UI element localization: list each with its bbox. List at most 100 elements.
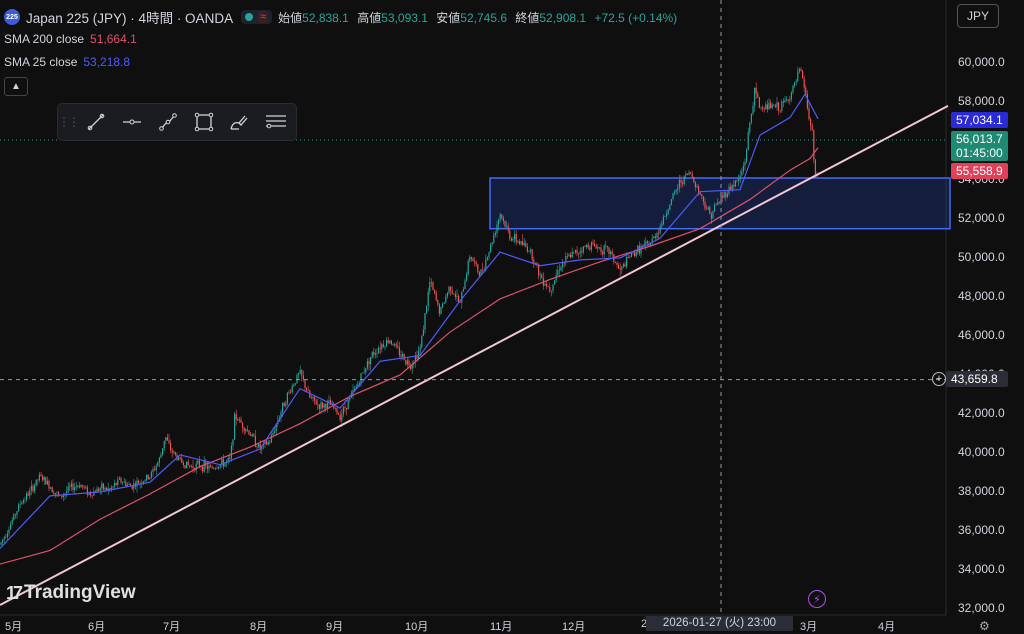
candle — [246, 425, 248, 433]
candle — [786, 95, 788, 102]
candle — [163, 440, 165, 452]
candle — [336, 407, 338, 415]
candle — [114, 479, 116, 490]
indicator-sma25[interactable]: SMA 25 close 53,218.8 — [4, 55, 130, 69]
candle — [566, 252, 568, 260]
currency-selector[interactable]: JPY — [957, 4, 999, 28]
candle — [762, 105, 764, 112]
path-tool-button[interactable] — [150, 107, 186, 137]
candle — [787, 99, 789, 104]
candle — [253, 433, 255, 437]
sma200-price-tag: 55,558.9 — [951, 163, 1008, 179]
candle — [549, 282, 551, 294]
candle — [555, 269, 557, 283]
crosshair-time-tag: 2026-01-27 (火) 23:00 — [646, 616, 793, 631]
candle — [86, 485, 88, 498]
candle — [8, 526, 10, 537]
candle — [462, 286, 464, 292]
lightning-icon[interactable]: ⚡ — [808, 590, 826, 608]
candle — [594, 239, 596, 247]
market-open-icon — [245, 13, 254, 21]
horizontal-ray-tool-button[interactable] — [114, 107, 150, 137]
candle — [411, 360, 413, 374]
candle — [446, 291, 448, 299]
sma25-price-tag: 57,034.1 — [951, 112, 1008, 128]
candle — [757, 91, 759, 98]
price-axis-label: 46,000.0 — [958, 328, 1005, 342]
candle — [470, 256, 472, 262]
candle — [531, 248, 533, 263]
candle — [590, 241, 592, 253]
candle — [138, 479, 140, 484]
candle — [712, 210, 714, 219]
candle — [438, 302, 440, 317]
candle — [77, 484, 79, 489]
candle — [168, 433, 170, 445]
candle — [550, 290, 552, 297]
symbol-title[interactable]: Japan 225 (JPY) · 4時間 · OANDA — [26, 11, 234, 26]
time-axis-label: 8月 — [250, 621, 268, 633]
candle — [346, 407, 348, 416]
candle — [245, 428, 247, 434]
candle — [533, 256, 535, 269]
candle — [726, 190, 728, 199]
candle — [682, 180, 684, 188]
candle — [80, 483, 82, 488]
candle — [629, 255, 631, 259]
candle — [288, 389, 290, 395]
candle — [414, 351, 416, 368]
candle — [645, 237, 647, 251]
low-value: 52,745.6 — [460, 10, 508, 25]
candle — [512, 236, 514, 242]
candle — [715, 203, 717, 206]
trend-line[interactable] — [0, 104, 949, 606]
candle — [709, 205, 711, 215]
candle — [734, 180, 736, 188]
support-zone-rectangle[interactable] — [489, 177, 951, 230]
candle — [342, 405, 344, 418]
candle — [760, 106, 762, 111]
candle — [542, 272, 544, 290]
collapse-indicators-button[interactable]: ▲ — [4, 77, 28, 96]
candle — [122, 481, 124, 486]
candle — [155, 463, 157, 475]
candle — [544, 282, 546, 287]
candle — [83, 485, 85, 490]
candle — [43, 475, 45, 485]
add-alert-plus-icon[interactable]: + — [932, 372, 946, 386]
candle — [291, 383, 293, 395]
candle — [26, 491, 28, 502]
candle — [477, 263, 479, 274]
candle — [539, 271, 541, 281]
candle — [74, 482, 76, 495]
gear-icon[interactable]: ⚙ — [979, 619, 990, 633]
candle — [674, 189, 676, 196]
price-axis-label: 32,000.0 — [958, 601, 1005, 615]
rectangle-tool-button[interactable] — [186, 107, 222, 137]
candle — [347, 399, 349, 410]
candle — [773, 104, 775, 106]
candle — [619, 263, 621, 277]
candle — [0, 541, 2, 546]
candle — [514, 230, 516, 244]
drag-handle-icon[interactable]: ⋮⋮ — [58, 115, 80, 129]
candle — [29, 487, 31, 500]
long-position-icon — [266, 115, 286, 129]
trend-line-tool-button[interactable] — [78, 107, 114, 137]
market-status[interactable]: ≈ — [241, 10, 273, 24]
brush-tool-button[interactable] — [222, 107, 258, 137]
indicator-sma200[interactable]: SMA 200 close 51,664.1 — [4, 32, 137, 46]
candle — [624, 261, 626, 268]
candle — [472, 257, 474, 262]
candle — [110, 484, 112, 492]
long-position-tool-button[interactable] — [258, 107, 294, 137]
candle — [742, 161, 744, 175]
candle — [427, 287, 429, 312]
candle — [365, 368, 367, 376]
tradingview-logo[interactable]: 17 TradingView — [6, 582, 136, 604]
candle — [102, 482, 104, 491]
drawing-toolbar: ⋮⋮ — [57, 103, 297, 141]
candle — [5, 534, 7, 539]
candle — [378, 345, 380, 354]
